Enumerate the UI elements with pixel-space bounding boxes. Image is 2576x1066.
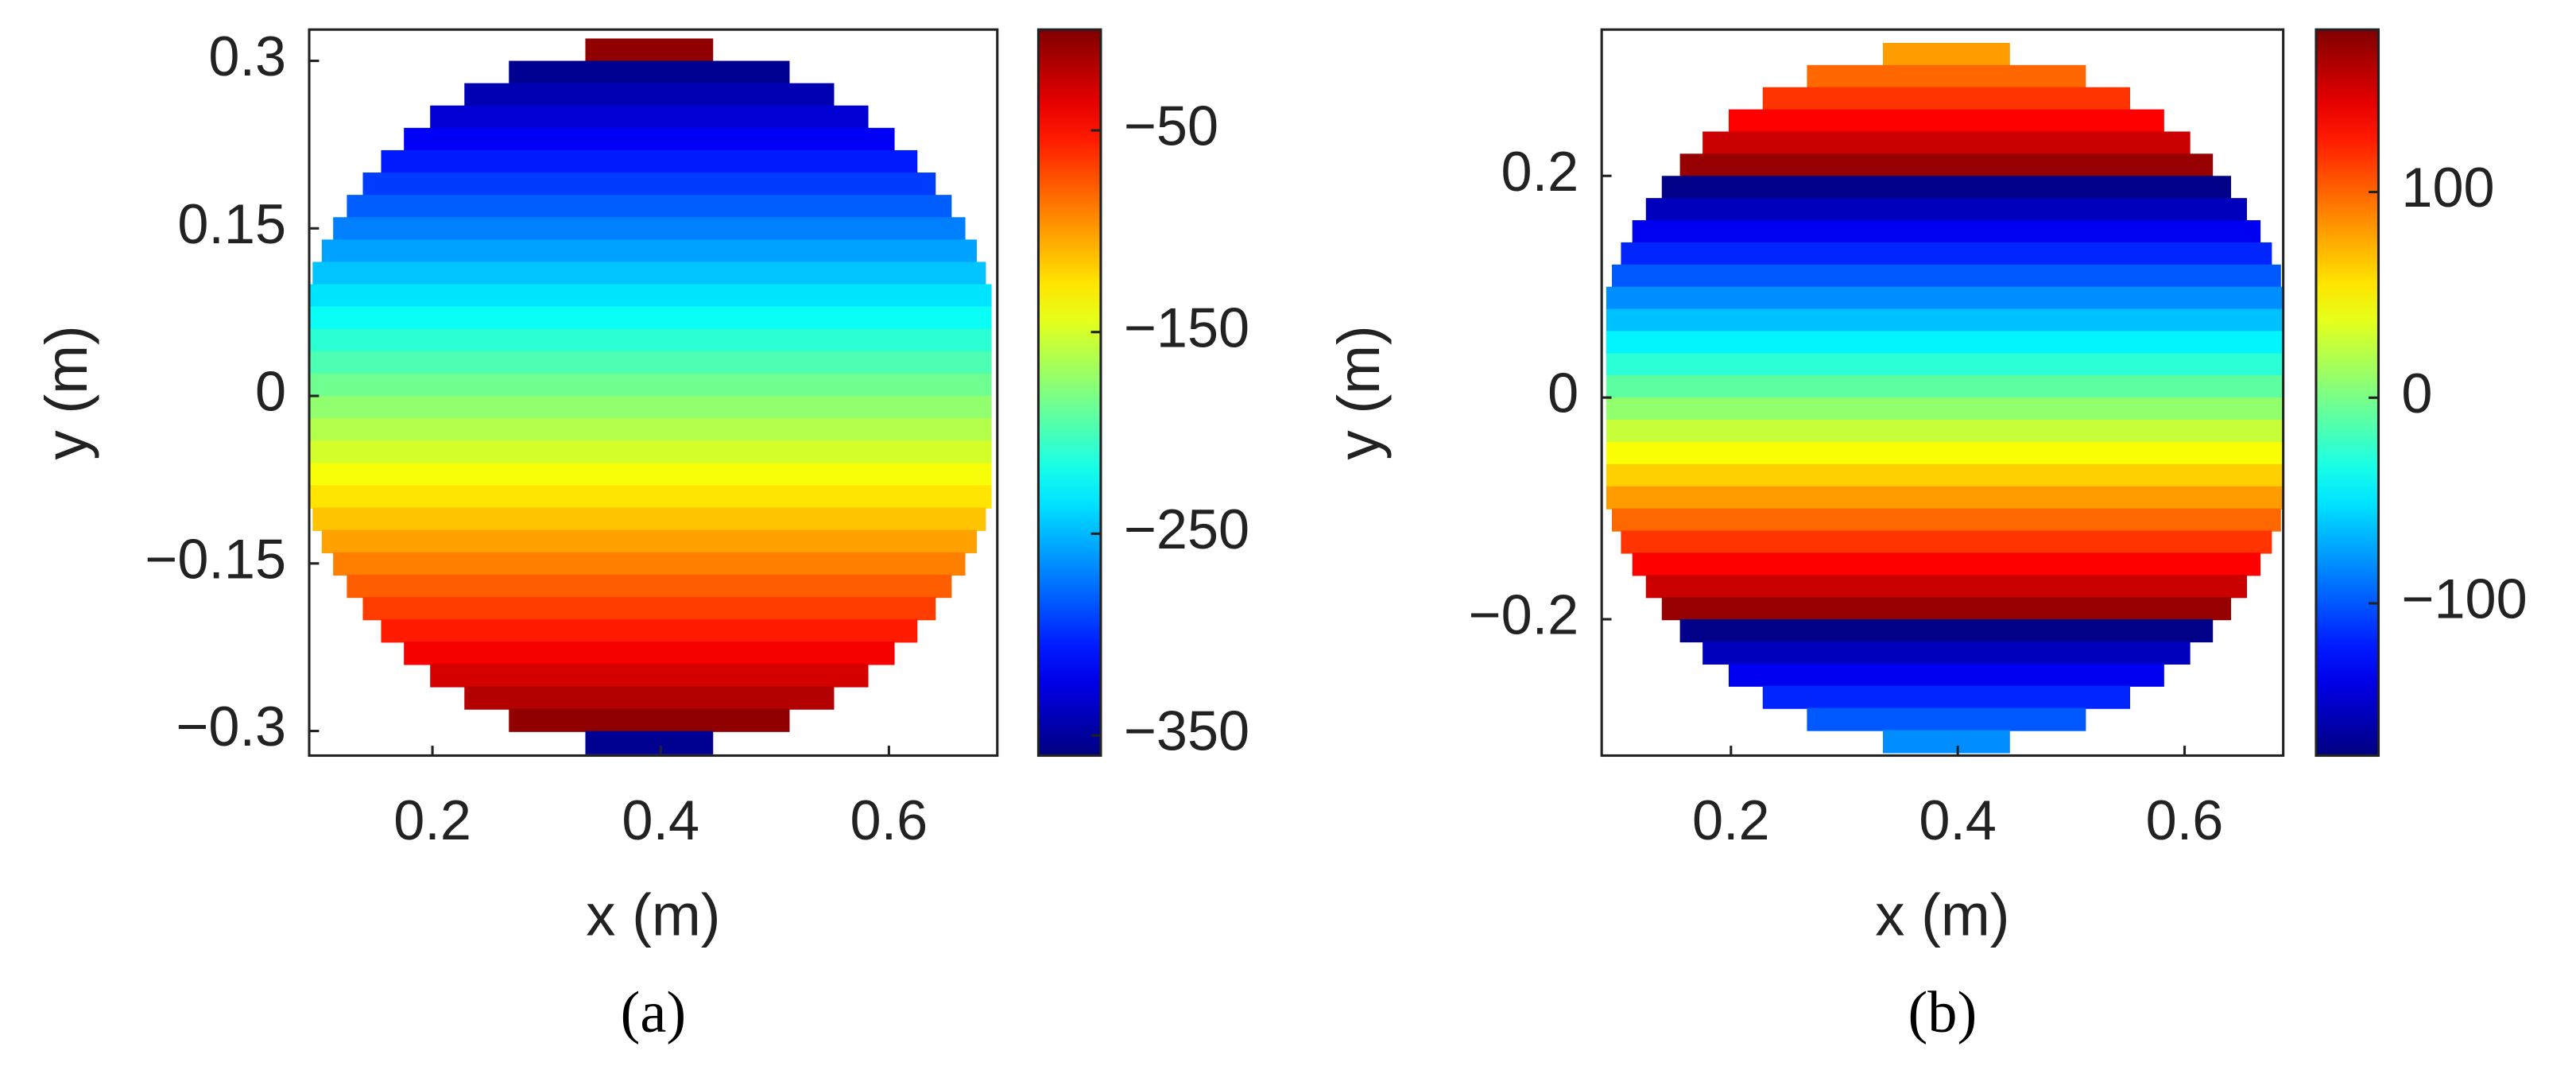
colorbar-tick-label: −150 [1124,296,1249,359]
heatmap-row [1632,220,2261,244]
colorbar-tick-label: −250 [1124,498,1249,560]
heatmap-row [1621,242,2272,266]
heatmap-row [1728,663,2164,687]
heatmap-row [1606,331,2284,355]
heatmap-row [1606,375,2284,399]
heatmap-row [309,485,992,509]
heatmap-row [309,373,992,397]
heatmap-row [321,239,977,263]
heatmap-row [1606,463,2284,487]
heatmap-row [309,463,992,486]
heatmap-row [309,440,992,464]
heatmap-row [1606,419,2284,444]
heatmap-row [1645,198,2247,222]
heatmap-row [1606,397,2284,421]
heatmap-row [309,396,992,420]
heatmap-row [1661,597,2232,621]
colorbar-tick-label: 0 [2401,362,2432,424]
plot-frame [1600,28,2285,758]
heatmap-row [1606,441,2284,466]
heatmap-row [1702,641,2191,665]
y-tick-label: 0.3 [208,25,286,87]
colorbar-tick-label: −100 [2401,568,2527,630]
heatmap-row [362,596,936,621]
x-axis-label: x (m) [586,882,720,948]
heatmap-row [1882,42,2010,67]
heatmap-row [381,149,918,174]
y-tick-label: −0.2 [1469,583,1579,646]
heatmap-row [1807,64,2086,88]
x-tick-label: 0.2 [1692,789,1770,851]
colorbar [2315,28,2380,758]
x-tick-label: 0.2 [393,789,471,851]
heatmap-row [309,351,992,375]
heatmap-row [404,642,895,665]
y-tick-label: −0.15 [145,527,286,590]
heatmap-row [1882,730,2010,754]
heatmap-row [312,262,986,285]
heatmap-row [404,127,895,152]
heatmap-row [1762,685,2131,709]
heatmap-row [1679,618,2214,643]
heatmap-row [430,105,869,130]
heatmap-row [1762,87,2131,110]
heatmap-row [309,328,992,353]
heatmap-row [1632,552,2261,576]
heatmap-row [347,574,952,599]
heatmap-row [1728,109,2164,133]
heatmap-row [430,664,869,688]
y-tick-label: −0.3 [176,695,286,758]
heatmap-row [1621,530,2272,554]
heatmap-row [362,172,936,196]
heatmap-row [585,38,714,62]
caption: (a) [621,980,687,1045]
y-tick-label: 0 [255,360,286,423]
heatmap-area [1606,42,2284,754]
heatmap-row [312,507,986,531]
heatmap-row [381,619,918,643]
y-axis-label: y (m) [1326,325,1392,459]
heatmap-row [1606,308,2284,332]
heatmap-area [309,38,992,754]
heatmap-row [333,552,966,576]
heatmap-row [1606,353,2284,377]
colorbar [1036,28,1102,758]
y-tick-label: 0.2 [1501,140,1579,203]
heatmap-row [585,731,714,754]
x-tick-label: 0.6 [850,789,928,851]
heatmap-row [464,686,835,710]
x-tick-label: 0.6 [2146,789,2224,851]
colorbar-tick-label: −50 [1124,95,1218,157]
heatmap-row [509,708,790,732]
heatmap-row [1645,575,2247,599]
heatmap-row [509,60,790,84]
heatmap-row [309,418,992,442]
heatmap-row [309,284,992,308]
heatmap-row [1611,508,2281,532]
heatmap-row [1661,176,2232,200]
x-axis-label: x (m) [1875,882,2009,948]
heatmap-row [1807,707,2086,731]
colorbar-tick-label: 100 [2401,156,2494,219]
caption: (b) [1908,980,1978,1045]
heatmap-row [464,83,835,107]
heatmap-row [1679,153,2214,177]
heatmap-row [309,306,992,330]
x-tick-label: 0.4 [622,789,699,851]
colorbar-tick-label: −350 [1124,700,1249,762]
heatmap-row [333,217,966,241]
plot-frame [308,28,999,758]
heatmap-row [1606,486,2284,510]
y-tick-label: 0.15 [177,192,286,255]
heatmap-row [347,195,952,219]
heatmap-row [1606,286,2284,310]
y-tick-label: 0 [1548,362,1579,424]
y-axis-label: y (m) [33,325,99,459]
heatmap-row [1702,131,2191,155]
heatmap-row [1611,264,2281,288]
heatmap-row [321,529,977,553]
x-tick-label: 0.4 [1919,789,1997,851]
